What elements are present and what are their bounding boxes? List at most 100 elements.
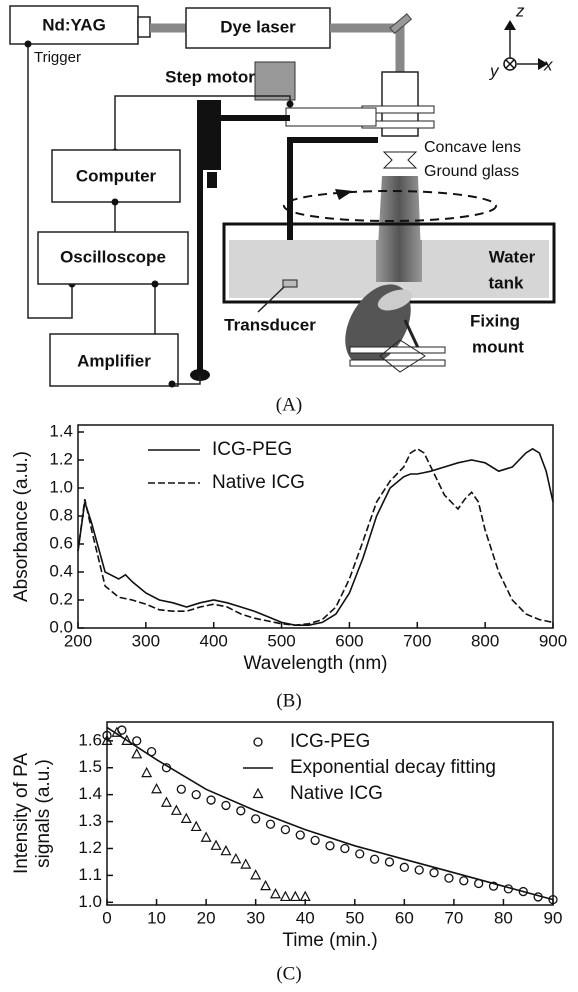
line [107,727,553,899]
trigger-label: Trigger [34,49,81,66]
y-tick-label: 0.4 [49,561,73,580]
transducer [283,280,297,287]
plot-frame [78,425,553,628]
legend-label: Exponential decay fitting [290,757,496,778]
amplifier-label: Amplifier [77,351,151,370]
x-tick-label: 70 [444,908,463,927]
stage-knob [207,172,217,188]
y-tick-label: 1.4 [78,784,102,803]
node [169,381,176,388]
axis-arrowhead [504,20,516,30]
point [133,737,141,745]
node [152,281,159,288]
node [112,199,119,206]
point [281,826,289,834]
line [78,449,553,625]
legend-label: ICG-PEG [290,731,370,752]
concave-lens [384,152,416,168]
point [415,866,423,874]
point [207,796,215,804]
shaft [286,108,376,126]
point [132,749,141,758]
series [78,449,553,625]
computer-label: Computer [76,166,157,185]
y-tick-label: 0.0 [49,617,73,636]
point [231,854,240,863]
fixing-mount-label: mount [472,337,524,356]
point [261,881,270,890]
point [445,874,453,882]
x-tick-label: 500 [267,631,295,650]
water-tank-label: tank [489,273,525,292]
x-tick-label: 50 [345,908,364,927]
point [241,860,250,869]
point [291,892,300,901]
oscilloscope-label: Oscilloscope [60,247,166,266]
point [237,807,245,815]
x-tick-label: 0 [102,908,111,927]
point [182,814,191,823]
x-tick-label: 40 [296,908,315,927]
node [25,41,32,48]
y-axis-title: signals (a.u.) [33,759,54,868]
point [356,850,364,858]
y-tick-label: 1.1 [78,865,102,884]
panel-label: (A) [276,394,302,415]
x-tick-label: 20 [197,908,216,927]
point [251,870,260,879]
water-tank-label: Water [489,247,536,266]
beam [330,28,400,72]
point [400,863,408,871]
point [177,785,185,793]
y-tick-label: 1.2 [49,449,73,468]
x-tick-label: 10 [147,908,166,927]
setup-diagram: Nd:YAG Dye laser Trigger Step motor Comp… [10,1,554,415]
axis-z: z [515,1,525,20]
rotation-arrow [335,189,353,200]
point [267,820,275,828]
point [212,841,221,850]
ground-glass-label: Ground glass [424,163,519,180]
point [281,892,290,901]
mount-plate [350,360,445,366]
laser-output [138,17,150,37]
panel-label: (B) [276,690,301,711]
x-tick-label: 90 [544,908,563,927]
point [192,791,200,799]
y-axis-title: Intensity of PA [11,753,32,874]
series [107,727,553,899]
panel-label: (C) [276,963,301,984]
x-tick-label: 60 [395,908,414,927]
point [252,815,260,823]
legend-label: ICG-PEG [212,439,292,460]
mount-plate [350,347,445,353]
dye-laser-label: Dye laser [220,17,296,36]
legend-label: Native ICG [290,783,383,804]
x-tick-label: 80 [494,908,513,927]
y-tick-label: 1.6 [78,730,102,749]
x-tick-label: 400 [200,631,228,650]
x-tick-label: 30 [246,908,265,927]
point [162,798,171,807]
figure: Nd:YAG Dye laser Trigger Step motor Comp… [0,0,578,992]
point [202,833,211,842]
y-tick-label: 0.6 [49,533,73,552]
point [311,836,319,844]
y-tick-label: 1.5 [78,757,102,776]
legend-swatch [254,738,262,746]
point [142,768,151,777]
point [172,806,181,815]
point [296,831,304,839]
point [192,822,201,831]
point [221,846,230,855]
point [326,842,334,850]
point [430,869,438,877]
point [152,784,161,793]
light-cone [376,240,422,282]
point [271,889,280,898]
y-tick-label: 0.8 [49,505,73,524]
axis-x: x [543,55,553,74]
y-tick-label: 1.0 [49,477,73,496]
point [385,858,393,866]
x-tick-label: 700 [403,631,431,650]
